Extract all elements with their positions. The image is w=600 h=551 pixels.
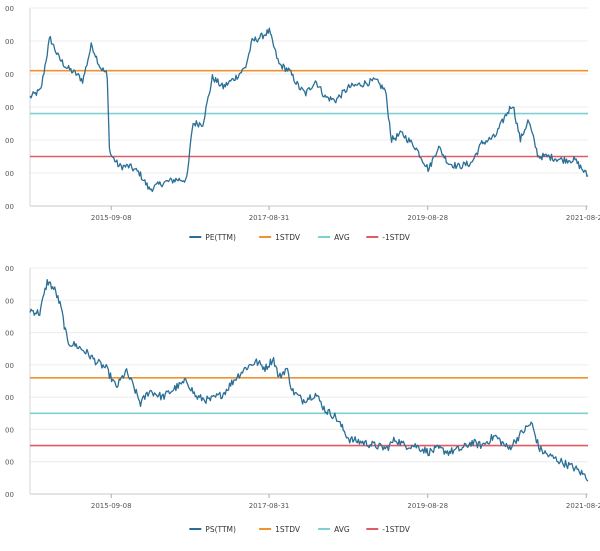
ps-chart-x-tick-label: 2021-08-23 <box>566 502 600 510</box>
ps-chart-legend-label: -1STDV <box>382 525 410 534</box>
pe-chart-legend-item[interactable]: AVG <box>318 233 350 242</box>
pe-chart-legend-label: 1STDV <box>275 233 301 242</box>
pe-chart-x-tick-label: 2015-09-08 <box>91 214 132 222</box>
ps-chart-legend-label: PS(TTM) <box>205 525 236 534</box>
pe-chart-legend-item[interactable]: PE(TTM) <box>189 233 236 242</box>
ps-chart-y-tick-label: 00 <box>5 459 14 467</box>
pe-chart-main-series-line <box>29 27 589 193</box>
ps-chart-y-tick-label: 00 <box>5 394 14 402</box>
ps-chart-legend-item[interactable]: PS(TTM) <box>189 525 236 534</box>
pe-chart-y-tick-label: 00 <box>5 71 14 79</box>
pe-chart-legend-label: -1STDV <box>382 233 410 242</box>
ps-chart-main-series-line <box>29 279 589 482</box>
ps-chart-y-tick-label: 00 <box>5 330 14 338</box>
ps-chart-legend-item[interactable]: -1STDV <box>366 525 411 534</box>
pe-chart-y-tick-label: 00 <box>5 104 14 112</box>
ps-chart-legend-item[interactable]: AVG <box>318 525 350 534</box>
pe-chart-x-tick-label: 2019-08-28 <box>407 214 448 222</box>
pe-chart-legend-label: PE(TTM) <box>205 233 236 242</box>
ps-chart-y-tick-label: 00 <box>5 426 14 434</box>
ps-chart-legend-item[interactable]: 1STDV <box>259 525 301 534</box>
pe-chart-y-tick-label: 00 <box>5 38 14 46</box>
ps-chart-y-tick-label: 00 <box>5 362 14 370</box>
pe-chart-svg: 00 00 00 00 00 00 00 2015-09-08 2017-08-31 2019-0… <box>5 5 600 242</box>
pe-chart-y-tick-label: 00 <box>5 203 14 211</box>
pe-chart-panel: 00 00 00 00 00 00 00 2015-09-08 2017-08-31 2019-0… <box>0 0 600 250</box>
pe-chart-y-tick-label: 00 <box>5 5 14 13</box>
ps-chart-legend-label: AVG <box>334 525 350 534</box>
ps-chart-x-tick-label: 2019-08-28 <box>407 502 448 510</box>
ps-chart-panel: 00 00 00 00 00 00 00 00 2015-09-08 2017-08-31 2019… <box>0 262 600 547</box>
pe-chart-legend-item[interactable]: -1STDV <box>366 233 411 242</box>
ps-chart-x-tick-label: 2017-08-31 <box>249 502 290 510</box>
pe-chart-y-tick-label: 00 <box>5 137 14 145</box>
ps-chart-x-tick-label: 2015-09-08 <box>91 502 132 510</box>
pe-chart-legend-item[interactable]: 1STDV <box>259 233 301 242</box>
ps-chart-svg: 00 00 00 00 00 00 00 00 2015-09-08 2017-08-31 2019… <box>5 265 600 534</box>
pe-chart-x-tick-label: 2021-08-23 <box>566 214 600 222</box>
pe-chart-y-tick-label: 00 <box>5 170 14 178</box>
ps-chart-y-tick-label: 00 <box>5 491 14 499</box>
pe-chart-legend-label: AVG <box>334 233 350 242</box>
ps-chart-y-tick-label: 00 <box>5 265 14 273</box>
ps-chart-y-tick-label: 00 <box>5 297 14 305</box>
ps-chart-legend-label: 1STDV <box>275 525 301 534</box>
pe-chart-x-tick-label: 2017-08-31 <box>249 214 290 222</box>
